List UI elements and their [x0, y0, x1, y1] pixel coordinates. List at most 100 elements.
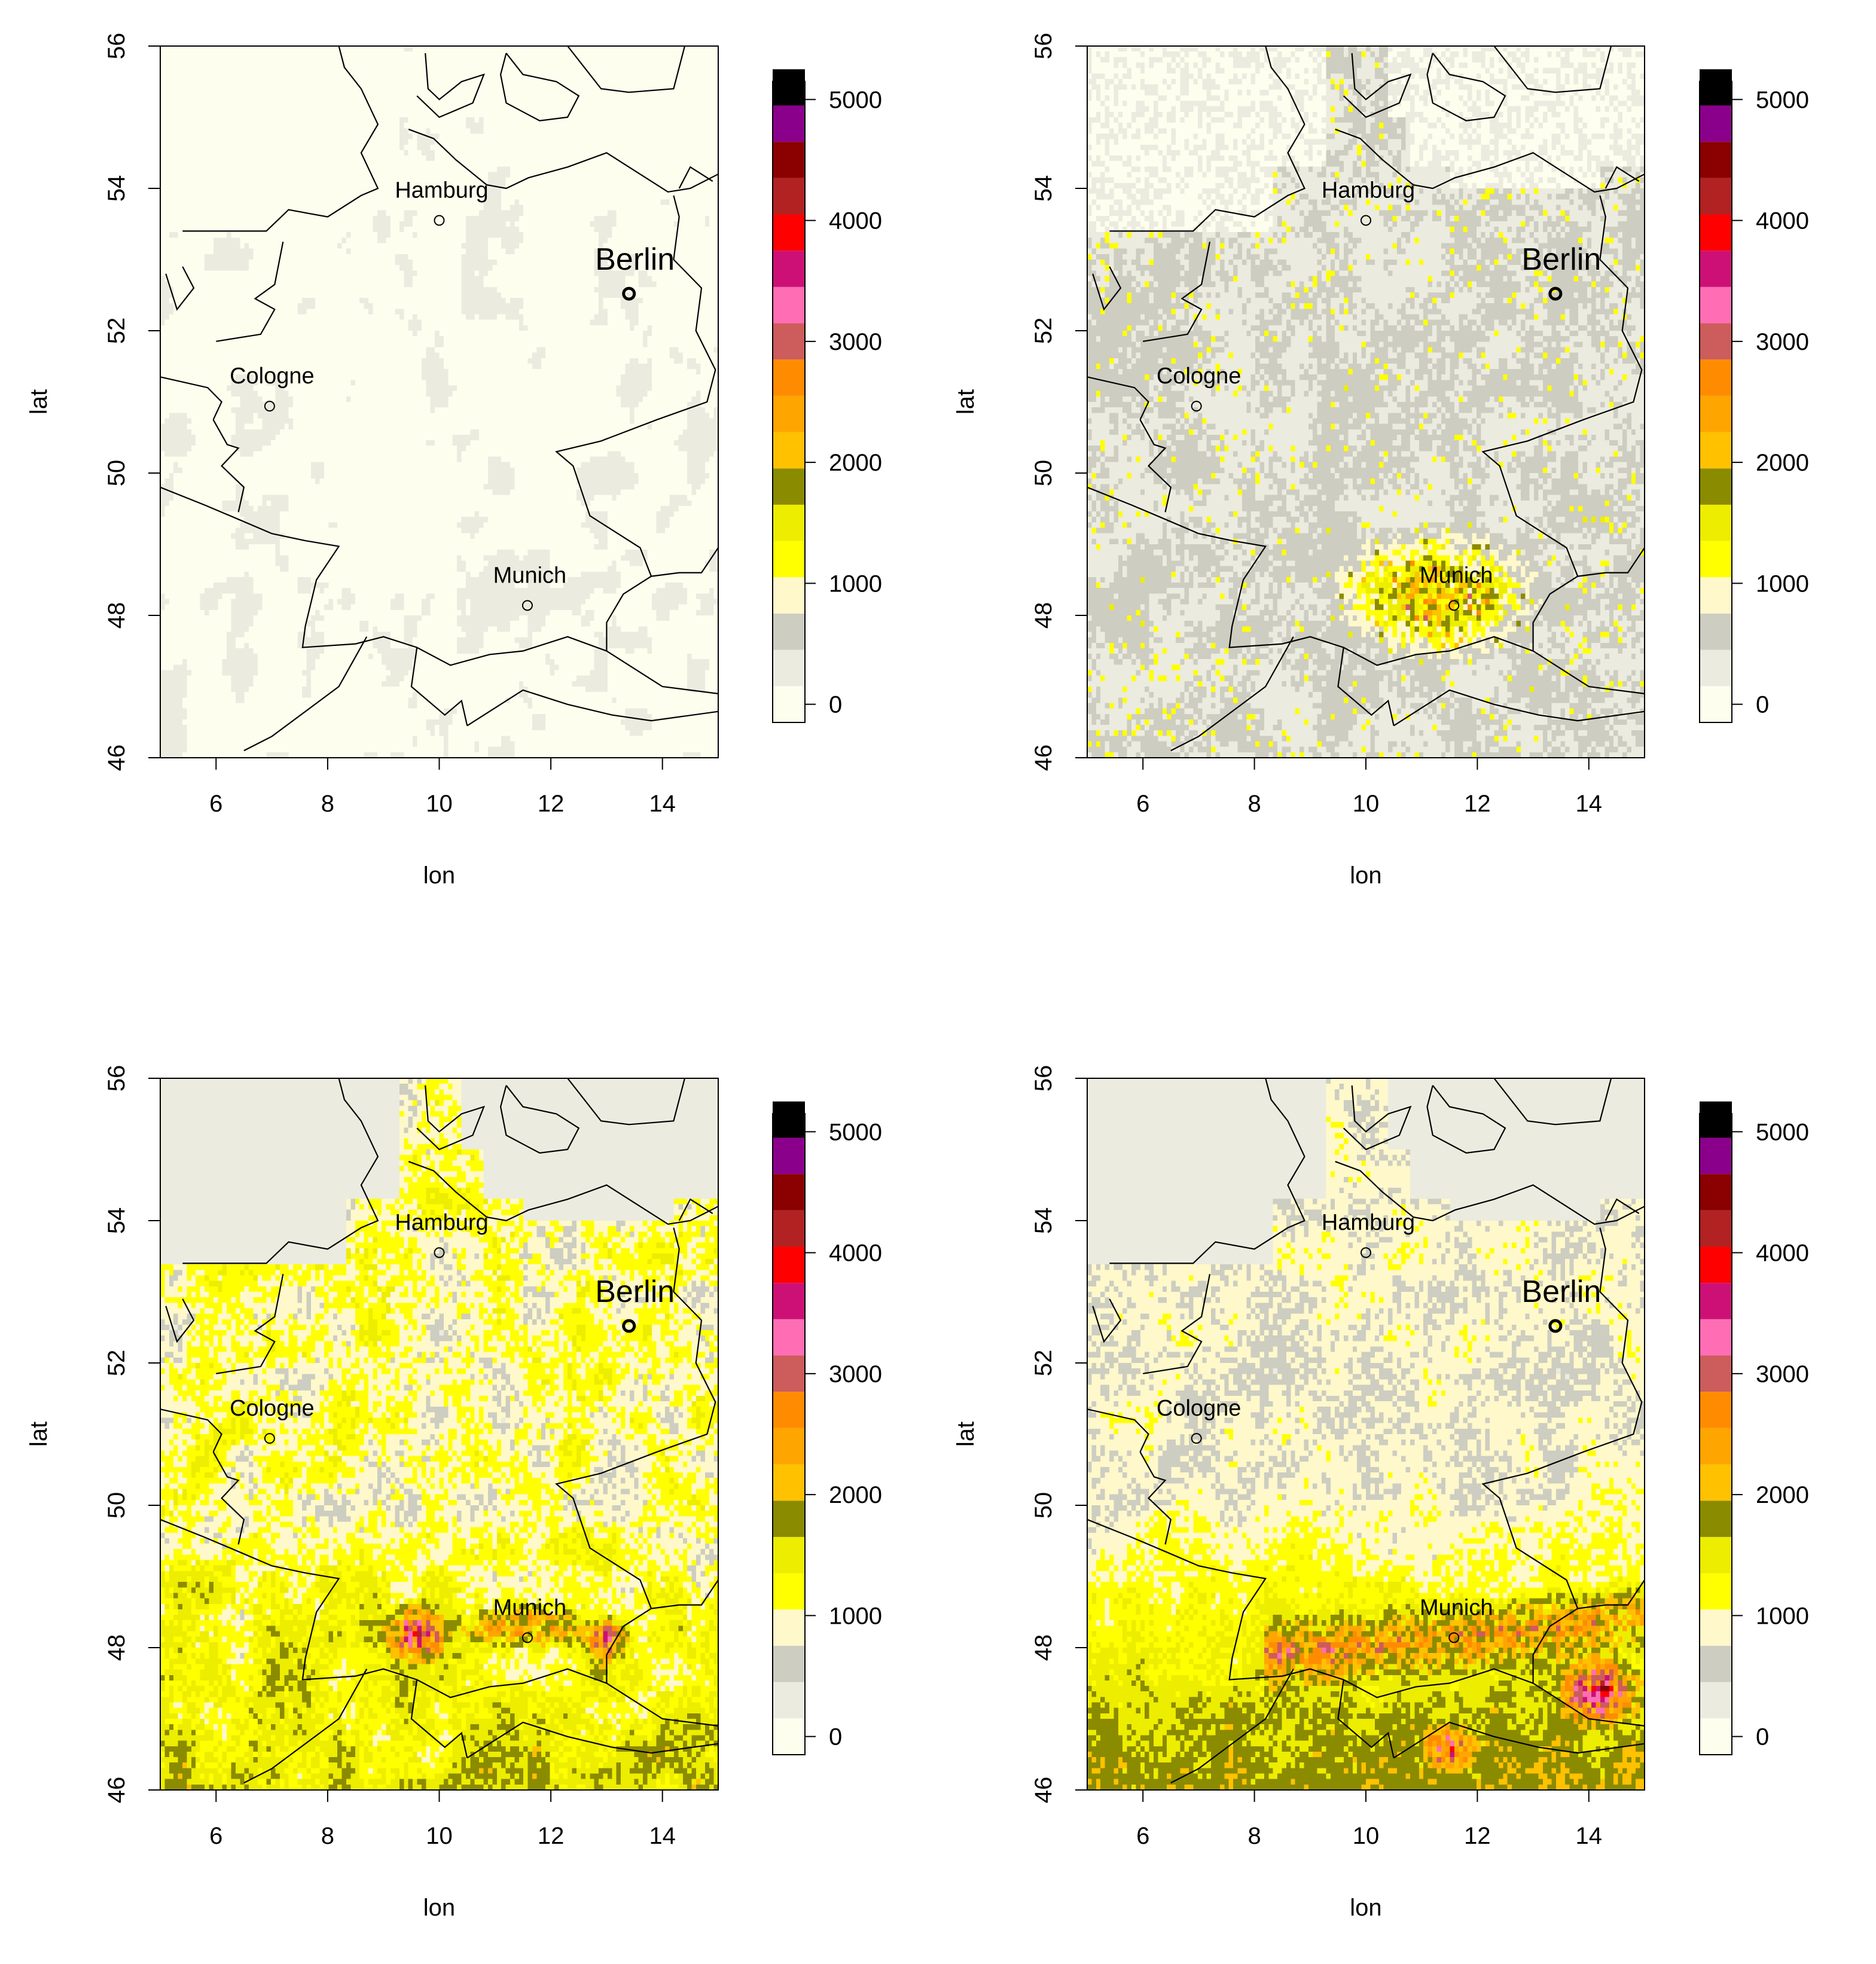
heatmap-cell [1485, 363, 1490, 370]
heatmap-cell [350, 232, 378, 238]
heatmap-cell [1441, 188, 1459, 194]
heatmap-cell [231, 440, 272, 446]
heatmap-cell [1520, 172, 1526, 178]
heatmap-cell [1445, 347, 1455, 353]
heatmap-cell [461, 265, 493, 271]
heatmap-cell [483, 188, 502, 194]
heatmap-cell [160, 632, 227, 638]
heatmap-cell [1573, 100, 1610, 107]
heatmap-cell [1255, 100, 1261, 107]
heatmap-cell [435, 341, 444, 348]
heatmap-cell [621, 303, 639, 309]
heatmap-cell [1587, 270, 1601, 277]
heatmap-cell [704, 670, 718, 676]
heatmap-cell [651, 719, 718, 725]
heatmap-cell [1291, 100, 1305, 107]
heatmap-cell [1105, 232, 1110, 238]
heatmap-cell [1268, 413, 1309, 419]
heatmap-cell [1622, 62, 1628, 69]
heatmap-cell [1591, 172, 1597, 178]
heatmap-cell [1282, 84, 1287, 90]
heatmap-cell [1609, 84, 1614, 90]
heatmap-cell [413, 133, 418, 140]
heatmap-cell [1268, 385, 1278, 392]
heatmap-cell [545, 352, 670, 359]
heatmap-cell [1158, 232, 1163, 238]
heatmap-cell [160, 254, 205, 260]
heatmap-cell [413, 642, 457, 649]
heatmap-cell [1490, 396, 1495, 402]
heatmap-cell [1344, 73, 1358, 80]
city-marker-munich [521, 600, 533, 611]
heatmap-cell [1326, 73, 1331, 80]
heatmap-cell [1277, 309, 1287, 315]
heatmap-cell [514, 637, 533, 644]
heatmap-cell [1114, 363, 1128, 370]
heatmap-cell [1525, 166, 1530, 173]
heatmap-cell [1578, 221, 1588, 227]
heatmap-cell [1596, 205, 1601, 211]
heatmap-cell [1551, 402, 1584, 408]
heatmap-cell [1556, 232, 1561, 238]
heatmap-cell [1224, 100, 1252, 107]
heatmap-cell [253, 451, 457, 458]
heatmap-cell [1498, 144, 1512, 151]
heatmap-cell [1167, 227, 1194, 233]
heatmap-cell [1591, 150, 1614, 156]
heatmap-cell [1529, 260, 1535, 266]
heatmap-cell [404, 144, 418, 151]
heatmap-cell [160, 434, 196, 441]
heatmap-cell [1547, 385, 1552, 392]
heatmap-cell [1118, 128, 1128, 135]
heatmap-cell [1556, 358, 1561, 364]
heatmap-cell [1308, 123, 1313, 129]
heatmap-cell [647, 325, 652, 331]
heatmap-cell [1498, 199, 1512, 206]
heatmap-cell [1387, 57, 1393, 63]
heatmap-cell [1295, 51, 1309, 57]
heatmap-cell [1087, 205, 1092, 211]
heatmap-cell [1114, 111, 1119, 118]
heatmap-cell [1335, 248, 1340, 255]
heatmap-cell [253, 248, 347, 255]
heatmap-cell [1551, 155, 1557, 161]
heatmap-cell [1481, 117, 1490, 123]
heatmap-cell [1277, 221, 1283, 227]
heatmap-cell [1326, 319, 1331, 326]
heatmap-cell [1476, 325, 1481, 331]
heatmap-cell [1494, 319, 1499, 326]
heatmap-cell [1392, 369, 1407, 375]
heatmap-cell [1233, 111, 1239, 118]
heatmap-cell [1468, 286, 1473, 293]
heatmap-cell [1286, 161, 1291, 167]
heatmap-cell [1627, 281, 1636, 288]
heatmap-cell [173, 286, 462, 293]
heatmap-cell [1259, 199, 1274, 206]
heatmap-cell [1432, 62, 1442, 69]
heatmap-cell [1219, 188, 1234, 194]
heatmap-cell [1286, 150, 1291, 156]
heatmap-cell [1573, 155, 1584, 161]
heatmap-cell [651, 713, 718, 720]
heatmap-cell [1419, 150, 1424, 156]
heatmap-cell [1136, 281, 1141, 288]
heatmap-cell [1454, 227, 1464, 233]
heatmap-cell [1370, 100, 1380, 107]
heatmap-cell [1551, 325, 1557, 331]
heatmap-cell [1153, 133, 1158, 140]
heatmap-cell [1087, 380, 1150, 386]
heatmap-cell [1379, 385, 1398, 392]
heatmap-cell [1308, 413, 1313, 419]
heatmap-cell [1556, 286, 1588, 293]
heatmap-cell [1564, 232, 1584, 238]
heatmap-cell [1454, 341, 1477, 348]
heatmap-cell [1122, 123, 1128, 129]
heatmap-cell [691, 396, 701, 402]
heatmap-cell [1459, 84, 1473, 90]
heatmap-cell [1175, 358, 1198, 364]
heatmap-cell [1396, 319, 1402, 326]
heatmap-cell [1379, 161, 1393, 167]
heatmap-cell [257, 664, 307, 671]
heatmap-cell [1326, 248, 1331, 255]
heatmap-cell [1432, 57, 1442, 63]
